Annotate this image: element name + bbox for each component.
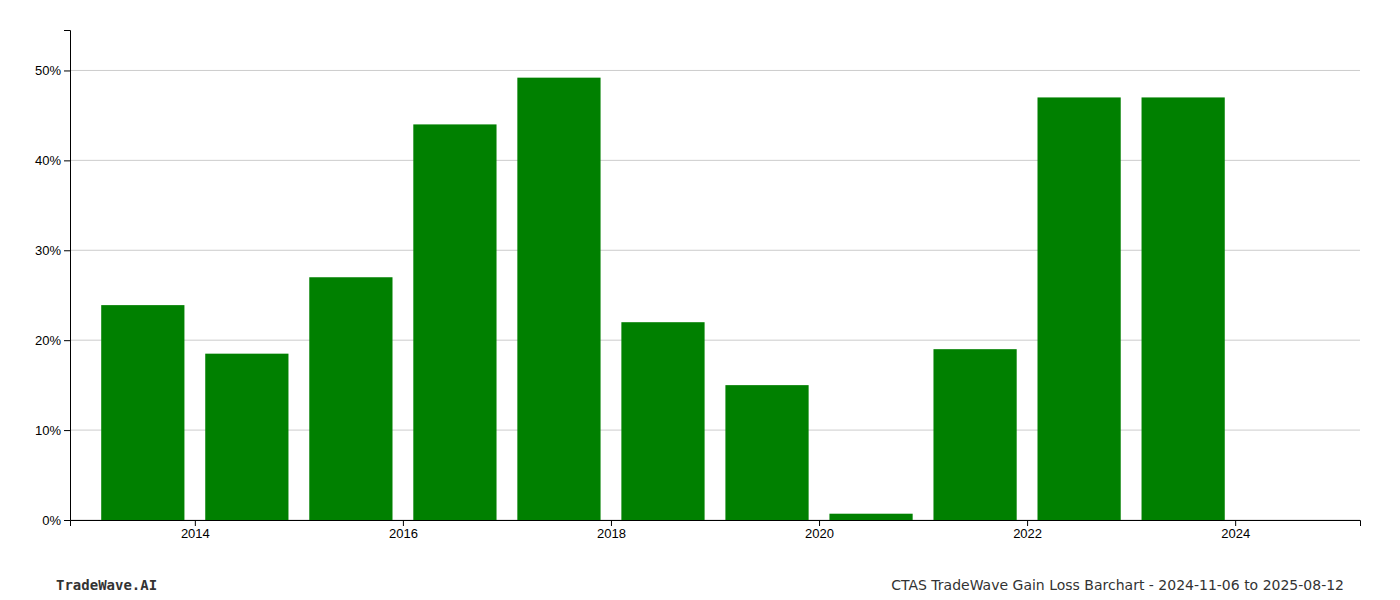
x-tick-mark (1235, 520, 1236, 526)
y-tick-label: 40% (35, 153, 61, 168)
bar (1038, 97, 1121, 520)
y-tick-label: 10% (35, 423, 61, 438)
y-tick: 20% (35, 333, 70, 348)
bar (309, 277, 392, 520)
y-tick: 0% (42, 513, 70, 528)
x-tick-label: 2022 (1013, 526, 1042, 541)
y-tick-label: 20% (35, 333, 61, 348)
grid (70, 70, 1360, 520)
grid-line (70, 70, 1360, 71)
y-axis: 0% 10% 20% 30% 40% 50% (35, 31, 71, 528)
bars (101, 78, 1225, 520)
bar (725, 385, 808, 520)
x-tick-mark (819, 520, 820, 526)
x-tick-label: 2018 (597, 526, 626, 541)
y-tick: 10% (35, 423, 70, 438)
footer-left: TradeWave.AI (56, 577, 157, 593)
footer-right: CTAS TradeWave Gain Loss Barchart - 2024… (891, 577, 1344, 593)
x-tick-mark (195, 520, 196, 526)
x-tick-label: 2014 (181, 526, 210, 541)
x-axis-line (71, 521, 1361, 527)
x-tick-mark (1027, 520, 1028, 526)
bar (517, 78, 600, 520)
y-tick-mark (64, 340, 70, 341)
x-tick: 2018 (597, 520, 626, 541)
x-tick-label: 2016 (389, 526, 418, 541)
y-tick-mark (64, 160, 70, 161)
x-tick: 2014 (181, 520, 210, 541)
x-tick-label: 2020 (805, 526, 834, 541)
y-tick-mark (64, 520, 70, 521)
y-tick: 40% (35, 153, 70, 168)
bar (205, 354, 288, 520)
x-tick: 2016 (389, 520, 418, 541)
y-tick-label: 30% (35, 243, 61, 258)
x-tick-label: 2024 (1221, 526, 1250, 541)
x-tick: 2020 (805, 520, 834, 541)
y-tick-label: 0% (42, 513, 61, 528)
bar (829, 514, 912, 520)
bar (933, 349, 1016, 520)
bar (1142, 97, 1225, 520)
y-tick-mark (64, 70, 70, 71)
y-tick: 50% (35, 63, 70, 78)
y-tick-mark (64, 250, 70, 251)
x-tick: 2024 (1221, 520, 1250, 541)
x-tick: 2022 (1013, 520, 1042, 541)
x-tick-mark (403, 520, 404, 526)
chart: 2014 2016 2018 2020 2022 2024 0% 10% 20% 30% 40% 50… (0, 0, 1400, 600)
plot: 2014 2016 2018 2020 2022 2024 0% 10% 20% 30% 40% 50… (35, 31, 1361, 542)
y-axis-line (64, 31, 71, 521)
x-tick-mark (611, 520, 612, 526)
y-tick-mark (64, 430, 70, 431)
bar (413, 124, 496, 520)
bar (621, 322, 704, 520)
x-axis: 2014 2016 2018 2020 2022 2024 (71, 520, 1361, 541)
bar (101, 305, 184, 520)
y-tick: 30% (35, 243, 70, 258)
y-tick-label: 50% (35, 63, 61, 78)
